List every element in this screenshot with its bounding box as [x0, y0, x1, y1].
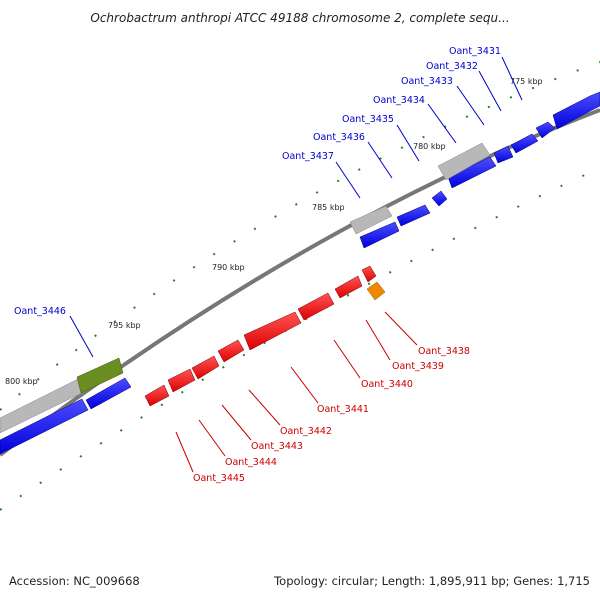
gene-oant-3440 [334, 275, 363, 299]
pseudo-gene-1 [437, 142, 491, 181]
scale-795: 795 kbp [108, 321, 141, 330]
scale-785: 785 kbp [312, 203, 345, 212]
gene-oant-3431 [552, 91, 600, 130]
label-oant-3441: Oant_3441 [317, 404, 369, 415]
pseudo-genes [0, 142, 491, 434]
label-oant-3433: Oant_3433 [401, 76, 453, 87]
forward-gene-labels: Oant_3431 Oant_3432 Oant_3433 Oant_3434 … [14, 46, 501, 317]
inner-tick-track [0, 167, 600, 511]
label-oant-3437: Oant_3437 [282, 151, 334, 162]
reverse-gene-labels: Oant_3438 Oant_3439 Oant_3440 Oant_3441 … [193, 346, 470, 484]
gene-oant-3434 [493, 145, 514, 164]
label-oant-3443: Oant_3443 [251, 441, 303, 452]
label-oant-3445: Oant_3445 [193, 473, 245, 484]
label-oant-3440: Oant_3440 [361, 379, 413, 390]
label-oant-3444: Oant_3444 [225, 457, 277, 468]
gene-oant-3437 [396, 204, 431, 227]
gene-oant-3436 [431, 190, 448, 207]
scale-780: 780 kbp [413, 142, 446, 151]
outer-tick-track [0, 61, 600, 411]
reverse-strand-genes [144, 265, 377, 407]
label-oant-3438: Oant_3438 [418, 346, 470, 357]
gene-oant-3438 [361, 265, 377, 283]
gene-oant-3439-orange [366, 281, 386, 301]
label-oant-3434: Oant_3434 [373, 95, 425, 106]
gene-oant-3445 [144, 384, 170, 407]
scale-775: 775 kbp [510, 77, 543, 86]
scale-labels: 775 kbp 780 kbp 785 kbp 790 kbp 795 kbp … [5, 77, 543, 386]
gene-oant-3446 [85, 377, 132, 410]
label-oant-3436: Oant_3436 [313, 132, 365, 143]
accession-text: Accession: NC_009668 [9, 574, 140, 588]
gene-oant-3443 [191, 355, 220, 380]
forward-strand-genes [0, 91, 600, 455]
label-oant-3446: Oant_3446 [14, 306, 66, 317]
label-oant-3431: Oant_3431 [449, 46, 501, 57]
topology-info-text: Topology: circular; Length: 1,895,911 bp… [273, 574, 590, 588]
label-oant-3435: Oant_3435 [342, 114, 394, 125]
scale-790: 790 kbp [212, 263, 245, 272]
gene-oant-3442 [217, 339, 245, 363]
gene-oant-3446-green [76, 357, 124, 394]
label-oant-3442: Oant_3442 [280, 426, 332, 437]
gene-oant-3433 [510, 133, 539, 154]
reverse-leader-lines [175, 311, 418, 473]
pseudo-gene-2 [349, 205, 393, 235]
gene-oant-3435 [447, 156, 497, 189]
map-title: Ochrobactrum anthropi ATCC 49188 chromos… [90, 11, 509, 25]
forward-leader-lines [69, 56, 523, 358]
pseudo-gene-3 [0, 377, 87, 434]
gene-oant-3441 [297, 292, 335, 321]
label-oant-3432: Oant_3432 [426, 61, 478, 72]
scale-800: 800 kbp [5, 377, 38, 386]
gene-oant-3437b [359, 221, 400, 249]
gene-oant-3441b [243, 311, 302, 351]
gene-oant-3432 [535, 121, 556, 139]
gene-left-1 [0, 398, 89, 455]
label-oant-3439: Oant_3439 [392, 361, 444, 372]
gene-oant-3444 [167, 368, 196, 393]
